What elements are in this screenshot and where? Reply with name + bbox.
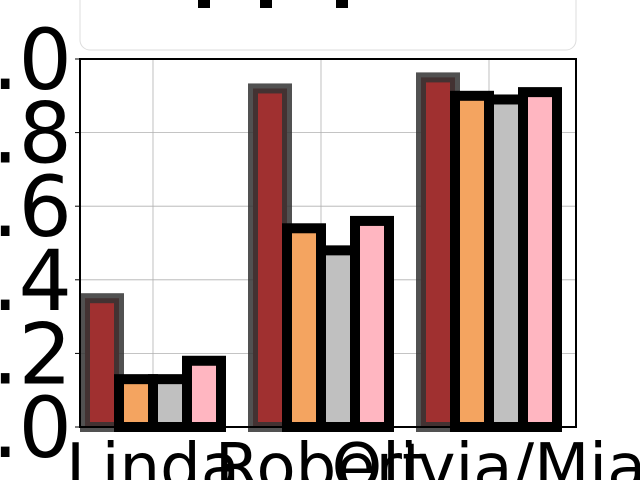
bar [350,215,394,432]
bar [518,87,562,433]
y-tick-label: 0.2 [0,305,72,403]
axes-frame [79,58,577,428]
bar [148,374,192,433]
x-tick-label: Robert [215,431,427,480]
y-tick-label: 0.8 [0,85,72,183]
bar [484,94,528,432]
bar [80,293,124,433]
x-tick-label: Olivia/Mia [332,431,640,480]
bar [450,90,494,433]
y-tick-label: 0.4 [0,232,72,330]
bar [416,72,460,433]
y-tick-label: 0.6 [0,158,72,256]
y-tick-label: 0.0 [0,379,72,477]
x-tick-label: Linda [66,431,240,480]
bar [316,245,360,432]
legend-handle [198,0,210,8]
bar [282,223,326,432]
legend [79,0,577,51]
legend-handle [260,0,272,8]
bar [248,83,292,432]
legend-handle [336,0,348,8]
bar [114,374,158,433]
y-tick-label: 1.0 [0,11,72,109]
bar [182,355,226,433]
